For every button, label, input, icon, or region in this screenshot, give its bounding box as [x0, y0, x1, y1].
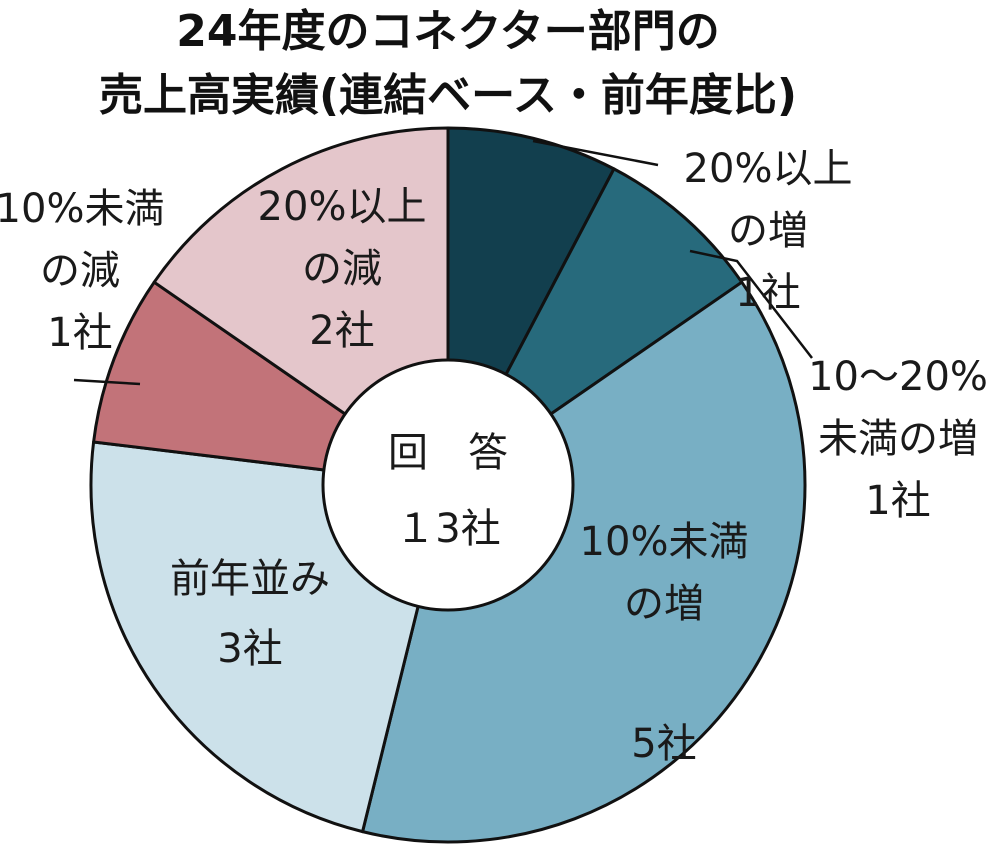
pie-slice-2 — [361, 280, 807, 844]
leader-line-4 — [73, 378, 141, 386]
leader-lines — [73, 139, 813, 386]
slice-label-5-line2: の減 — [302, 246, 382, 292]
chart-title-line1: 24年度のコネクター部門の — [176, 6, 719, 57]
slice-count-5: 2社 — [309, 308, 374, 354]
center-label-count: １3社 — [395, 506, 500, 552]
center-hole — [321, 358, 575, 612]
center-label-respondents: 回 答 — [388, 430, 508, 476]
slice-count-0: 1社 — [735, 270, 800, 316]
slice-label-4-line1: 10%未満 — [0, 186, 164, 232]
slice-label-1-line1: 10～20% — [808, 354, 988, 400]
slice-label-2-line1: 10%未満 — [580, 519, 749, 565]
slice-label-0-line1: 20%以上 — [684, 146, 853, 192]
slice-count-3: 3社 — [217, 626, 282, 672]
slice-label-3-line1: 前年並み — [170, 556, 330, 602]
leader-line-0 — [532, 139, 659, 167]
slice-count-2: 5社 — [631, 721, 696, 767]
slice-label-2-line2: の増 — [624, 581, 704, 627]
slice-count-4: 1社 — [47, 310, 112, 356]
slice-label-1-line2: 未満の増 — [818, 416, 978, 462]
slice-count-1: 1社 — [865, 478, 930, 524]
slice-label-4-line2: の減 — [40, 248, 120, 294]
chart-title-line2: 売上高実績(連結ベース・前年度比) — [99, 70, 797, 121]
slice-label-0-line2: の増 — [728, 208, 808, 254]
slice-label-5-line1: 20%以上 — [258, 184, 427, 230]
slice-labels: 20%以上の増1社10～20%未満の増1社10%未満の増5社前年並み3社10%未… — [0, 146, 988, 767]
leader-line-1 — [689, 249, 813, 359]
